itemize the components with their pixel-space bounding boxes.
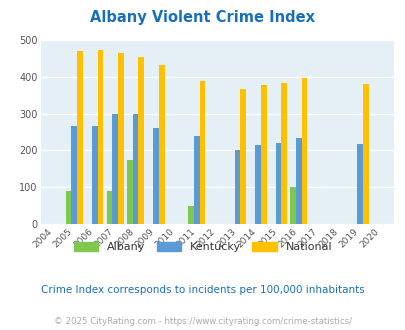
Bar: [106, 191, 112, 224]
Text: Crime Index corresponds to incidents per 100,000 inhabitants: Crime Index corresponds to incidents per…: [41, 285, 364, 295]
Bar: [127, 160, 132, 224]
Bar: [356, 144, 362, 224]
Bar: [132, 114, 138, 224]
Bar: [199, 82, 205, 224]
Bar: [260, 85, 266, 224]
Bar: [281, 83, 286, 224]
Bar: [138, 57, 144, 224]
Bar: [153, 128, 158, 224]
Bar: [234, 150, 240, 224]
Bar: [71, 126, 77, 224]
Text: © 2025 CityRating.com - https://www.cityrating.com/crime-statistics/: © 2025 CityRating.com - https://www.city…: [54, 317, 351, 326]
Legend: Albany, Kentucky, National: Albany, Kentucky, National: [74, 242, 331, 252]
Bar: [97, 50, 103, 224]
Bar: [158, 65, 164, 224]
Bar: [66, 191, 71, 224]
Bar: [194, 136, 199, 224]
Bar: [112, 114, 118, 224]
Bar: [240, 89, 245, 224]
Bar: [188, 206, 194, 224]
Bar: [301, 78, 307, 224]
Bar: [362, 84, 368, 224]
Bar: [92, 126, 97, 224]
Bar: [290, 187, 295, 224]
Bar: [275, 143, 281, 224]
Bar: [118, 52, 124, 224]
Bar: [77, 51, 83, 224]
Bar: [255, 145, 260, 224]
Bar: [295, 138, 301, 224]
Text: Albany Violent Crime Index: Albany Violent Crime Index: [90, 10, 315, 25]
